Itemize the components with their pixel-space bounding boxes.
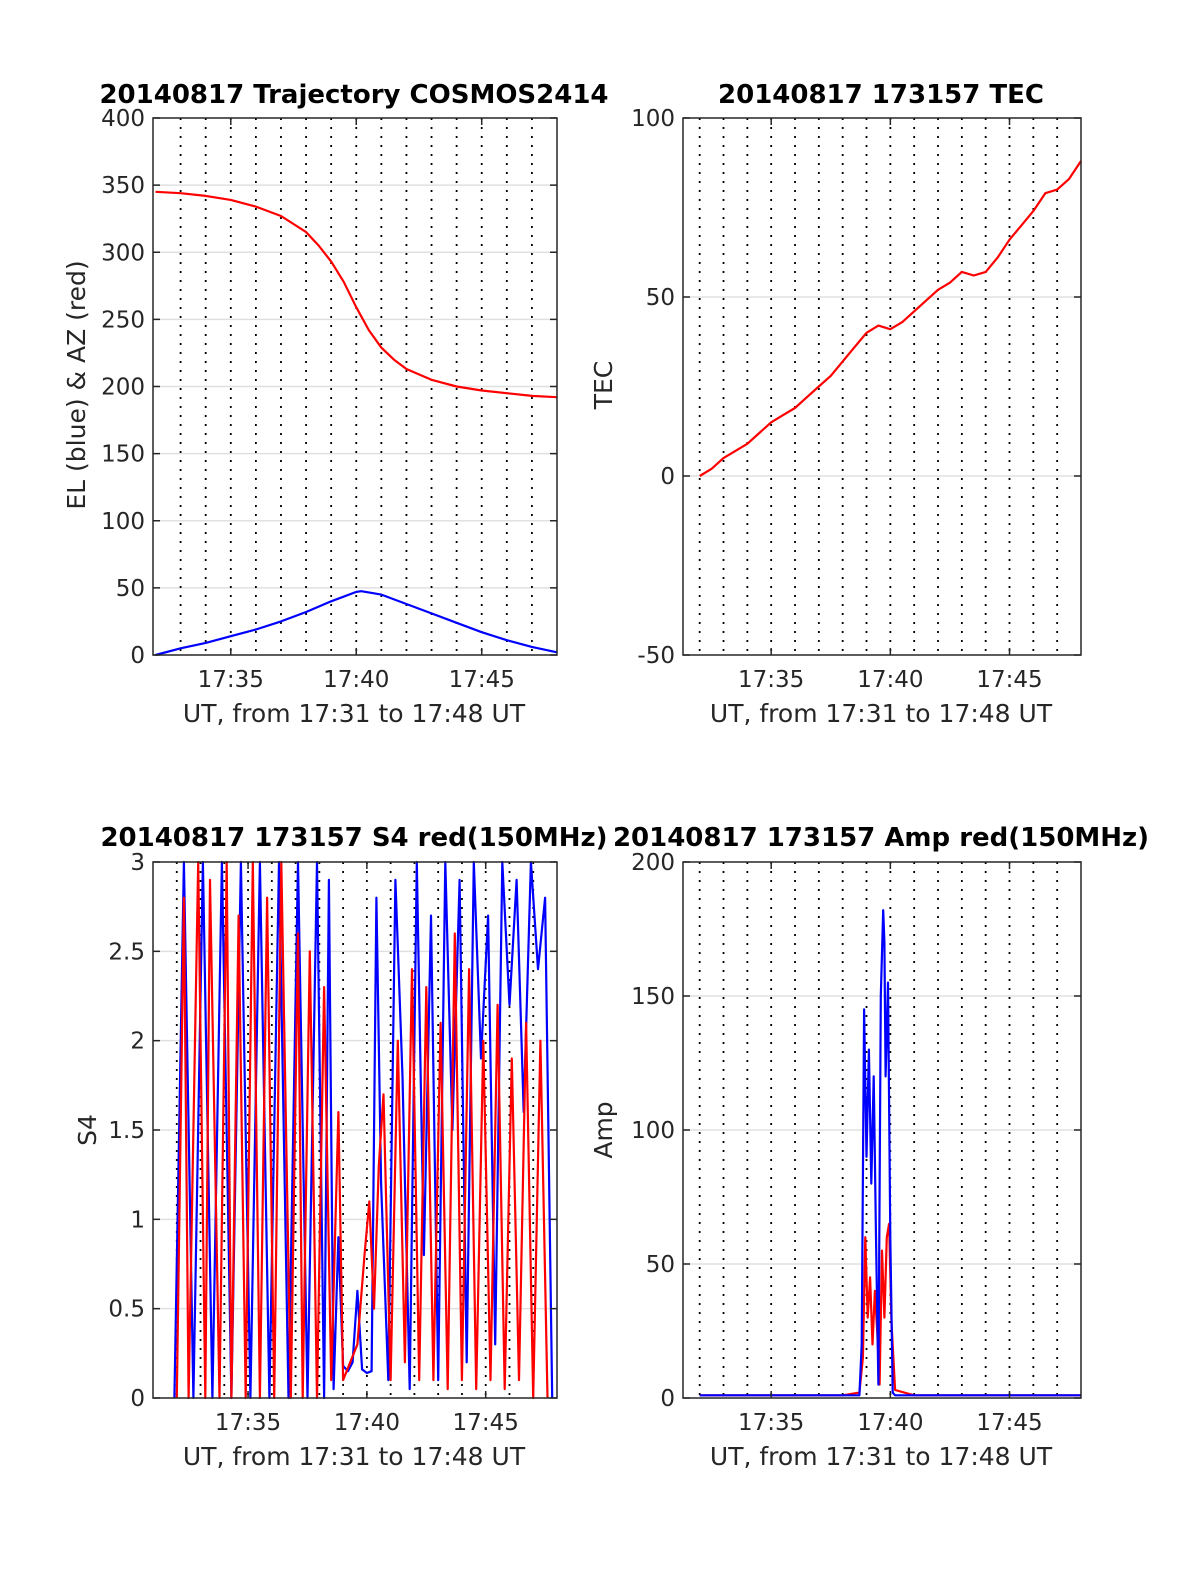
trajectory-title: 20140817 Trajectory COSMOS2414 [99,80,608,110]
tec-ytick-label: 100 [631,106,675,132]
trajectory-ytick-label: 150 [101,442,145,468]
trajectory-plot-area: 0 50 100 150 200 250 300 350 400 17:35 17:40 17:45 [101,106,558,693]
tec-xtick-label: 17:40 [857,667,923,693]
amp-plot-area: 0 50 100 150 200 17:35 17:40 17:45 [631,850,1082,1436]
tec-xtick-label: 17:45 [976,667,1042,693]
trajectory-series-1 [155,190,558,399]
amp-xtick-label: 17:40 [857,1410,923,1436]
amp-ylabel: Amp [589,1101,618,1158]
s4-ytick-label: 2 [130,1029,145,1055]
amp-ytick-label: 0 [660,1386,675,1412]
panel-s4: 0 0.5 1 1.5 2 2.5 3 17:35 17:40 17:45 20140817 17… [73,823,608,1471]
amp-xtick-label: 17:35 [738,1410,804,1436]
trajectory-ytick-label: 250 [101,307,145,333]
s4-title: 20140817 173157 S4 red(150MHz) [100,823,607,853]
trajectory-ytick-label: 300 [101,240,145,266]
tec-ytick-label: -50 [637,643,675,669]
s4-ytick-label: 2.5 [108,939,145,965]
trajectory-ytick-label: 50 [116,576,145,602]
trajectory-ytick-label: 350 [101,173,145,199]
tec-plot-area: -50 0 50 100 17:35 17:40 17:45 [631,106,1082,693]
trajectory-ytick-label: 100 [101,509,145,535]
tec-title: 20140817 173157 TEC [718,80,1044,110]
s4-ytick-label: 3 [130,850,145,876]
trajectory-xtick-label: 17:45 [449,667,515,693]
amp-xtick-label: 17:45 [976,1410,1042,1436]
tec-ylabel: TEC [589,361,618,411]
trajectory-xtick-label: 17:35 [198,667,264,693]
s4-ylabel: S4 [73,1114,102,1146]
panel-tec: -50 0 50 100 17:35 17:40 17:45 20140817 173157… [589,80,1082,728]
s4-ytick-label: 1.5 [108,1118,145,1144]
s4-ytick-label: 0 [130,1386,145,1412]
s4-series-1 [175,860,549,1400]
trajectory-ylabel: EL (blue) & AZ (red) [62,260,91,509]
trajectory-xlabel: UT, from 17:31 to 17:48 UT [183,699,526,728]
tec-xtick-label: 17:35 [738,667,804,693]
s4-plot-area: 0 0.5 1 1.5 2 2.5 3 17:35 17:40 17:45 [108,850,558,1436]
panel-amp: 0 50 100 150 200 17:35 17:40 17:45 20140817 173… [589,823,1149,1471]
amp-ytick-label: 50 [646,1252,675,1278]
amp-ytick-label: 100 [631,1118,675,1144]
trajectory-ytick-label: 400 [101,106,145,132]
tec-axes-box [682,117,1082,656]
amp-xlabel: UT, from 17:31 to 17:48 UT [710,1442,1053,1471]
trajectory-series-0 [155,590,558,657]
tec-ytick-label: 0 [660,464,675,490]
s4-xtick-label: 17:40 [334,1410,400,1436]
tec-xlabel: UT, from 17:31 to 17:48 UT [710,699,1053,728]
s4-xtick-label: 17:35 [215,1410,281,1436]
amp-series-1 [699,909,1081,1397]
s4-xtick-label: 17:45 [453,1410,519,1436]
amp-ytick-label: 200 [631,850,675,876]
trajectory-xtick-label: 17:40 [323,667,389,693]
trajectory-ytick-label: 200 [101,375,145,401]
tec-series-0 [699,160,1082,477]
tec-ytick-label: 50 [646,285,675,311]
amp-ytick-label: 150 [631,984,675,1010]
s4-ytick-label: 0.5 [108,1297,145,1323]
s4-ytick-label: 1 [130,1207,145,1233]
s4-xlabel: UT, from 17:31 to 17:48 UT [183,1442,526,1471]
s4-series-0 [173,860,554,1400]
amp-title: 20140817 173157 Amp red(150MHz) [613,823,1149,853]
trajectory-ytick-label: 0 [130,643,145,669]
tec-plot-background [683,118,1081,655]
